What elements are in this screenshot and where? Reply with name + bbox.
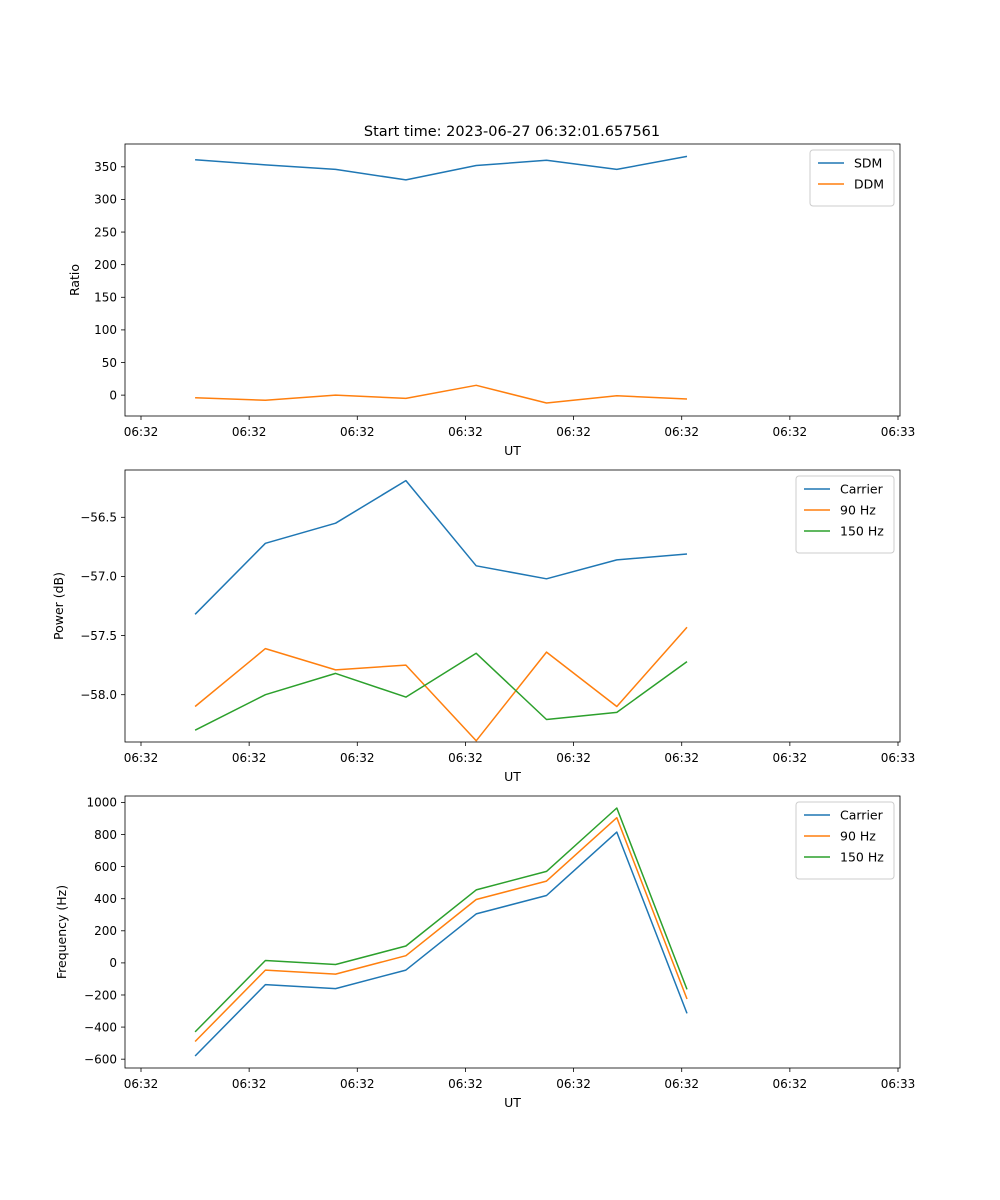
x-tick-label: 06:32	[232, 1077, 267, 1091]
x-axis-label: UT	[504, 443, 521, 458]
x-tick-label: 06:32	[340, 1077, 375, 1091]
y-tick-label: 150	[94, 291, 117, 305]
subplot-3: 06:32 06:32 06:32 06:32 06:32 06:32 06:32 06:33…	[54, 795, 916, 1110]
series-line-sdm	[195, 155, 688, 181]
y-tick-label: 0	[109, 388, 117, 402]
x-tick-label: 06:32	[664, 425, 699, 439]
legend-box	[795, 801, 895, 880]
axes-frame	[124, 469, 901, 743]
x-tick-label: 06:32	[232, 751, 267, 765]
y-tick-label: 400	[94, 892, 117, 906]
legend-label: 150 Hz	[840, 524, 884, 539]
y-tick-label: −58.0	[80, 688, 117, 702]
x-tick-label: 06:33	[881, 425, 916, 439]
y-tick-label: −200	[84, 988, 117, 1002]
subplot-1: 06:32 06:32 06:32 06:32 06:32 06:32 06:32 06:33…	[67, 143, 916, 458]
series-line-150-hz	[194, 807, 688, 1033]
x-tick-label: 06:33	[881, 751, 916, 765]
x-tick-label: 06:32	[340, 751, 375, 765]
x-tick-label: 06:32	[773, 751, 808, 765]
x-tick-label: 06:32	[448, 425, 483, 439]
y-tick-label: 50	[102, 356, 117, 370]
x-tick-label: 06:32	[124, 425, 159, 439]
x-tick-label: 06:32	[556, 425, 591, 439]
y-tick-label: 600	[94, 860, 117, 874]
x-axis-label: UT	[504, 1095, 521, 1110]
y-axis-label: Frequency (Hz)	[54, 885, 69, 979]
legend-label: Carrier	[840, 482, 884, 497]
series-line-carrier	[194, 831, 688, 1057]
legend-label: Carrier	[840, 808, 884, 823]
x-tick-label: 06:33	[881, 1077, 916, 1091]
y-tick-label: 800	[94, 828, 117, 842]
x-tick-label: 06:32	[124, 751, 159, 765]
subplot-2: 06:32 06:32 06:32 06:32 06:32 06:32 06:32 06:33…	[51, 469, 916, 784]
y-tick-label: 200	[94, 258, 117, 272]
legend-label: SDM	[854, 156, 882, 171]
x-tick-label: 06:32	[124, 1077, 159, 1091]
y-tick-label: 100	[94, 323, 117, 337]
series-line-90-hz	[194, 626, 688, 742]
legend-label: 90 Hz	[840, 829, 876, 844]
x-tick-label: 06:32	[773, 425, 808, 439]
y-tick-label: 300	[94, 193, 117, 207]
series-line-carrier	[194, 479, 688, 615]
x-tick-label: 06:32	[664, 1077, 699, 1091]
x-tick-label: 06:32	[556, 751, 591, 765]
y-tick-label: −57.5	[80, 629, 117, 643]
x-tick-label: 06:32	[232, 425, 267, 439]
y-tick-label: −56.5	[80, 511, 117, 525]
series-line-150-hz	[194, 652, 688, 731]
x-tick-label: 06:32	[664, 751, 699, 765]
legend-label: DDM	[854, 177, 884, 192]
y-tick-label: −600	[84, 1052, 117, 1066]
series-line-ddm	[195, 384, 688, 404]
legend-box	[809, 149, 895, 207]
chart-title: Start time: 2023-06-27 06:32:01.657561	[364, 124, 660, 140]
x-tick-label: 06:32	[340, 425, 375, 439]
axes-frame	[124, 143, 901, 417]
x-tick-label: 06:32	[448, 1077, 483, 1091]
axes-frame	[124, 795, 901, 1069]
y-axis-label: Power (dB)	[51, 572, 66, 640]
x-tick-label: 06:32	[556, 1077, 591, 1091]
y-tick-label: 0	[109, 956, 117, 970]
x-tick-label: 06:32	[773, 1077, 808, 1091]
x-tick-label: 06:32	[448, 751, 483, 765]
legend-box	[795, 475, 895, 554]
y-tick-label: −57.0	[80, 570, 117, 584]
legend-label: 150 Hz	[840, 850, 884, 865]
y-tick-label: 250	[94, 225, 117, 239]
y-tick-label: 200	[94, 924, 117, 938]
legend-label: 90 Hz	[840, 503, 876, 518]
x-axis-label: UT	[504, 769, 521, 784]
y-tick-label: −400	[84, 1020, 117, 1034]
y-tick-label: 1000	[86, 796, 117, 810]
y-axis-label: Ratio	[67, 264, 82, 296]
series-line-90-hz	[194, 816, 688, 1043]
y-tick-label: 350	[94, 160, 117, 174]
